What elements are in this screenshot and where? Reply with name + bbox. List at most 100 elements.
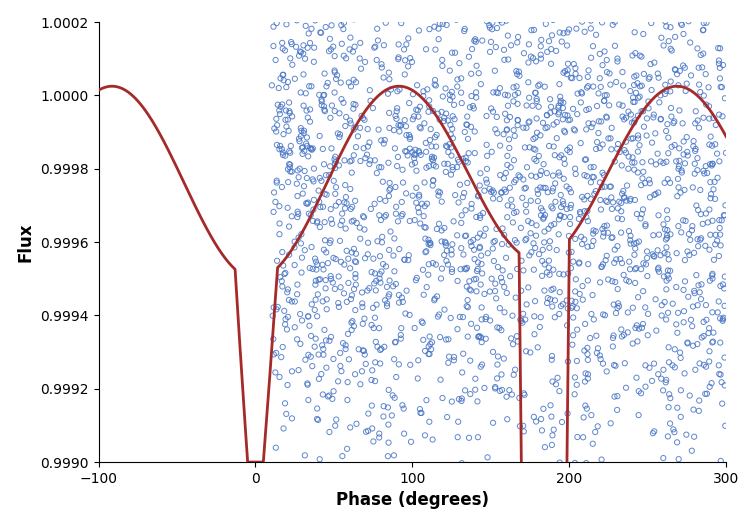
Point <box>448 356 460 365</box>
Point <box>296 127 308 135</box>
Point <box>454 265 466 274</box>
Point <box>717 315 729 323</box>
Point <box>436 62 448 70</box>
Point <box>342 255 355 263</box>
Point <box>305 332 317 340</box>
Point <box>696 0 708 8</box>
Point <box>321 82 333 90</box>
Point <box>536 271 548 280</box>
Point <box>704 0 716 8</box>
Point <box>712 44 724 52</box>
Point <box>338 52 350 60</box>
Point <box>500 289 513 297</box>
Point <box>389 0 401 8</box>
Point <box>293 52 305 60</box>
Point <box>555 0 567 8</box>
Point <box>352 345 364 353</box>
Point <box>331 71 343 79</box>
Point <box>671 403 683 412</box>
Point <box>551 0 563 8</box>
Point <box>291 335 303 343</box>
Point <box>520 0 532 8</box>
Point <box>274 145 286 154</box>
Point <box>300 106 312 115</box>
Point <box>357 114 369 123</box>
Point <box>677 62 689 70</box>
Point <box>501 11 513 19</box>
Point <box>333 133 345 141</box>
Point <box>572 433 584 441</box>
Point <box>430 143 442 151</box>
Point <box>471 0 483 8</box>
Point <box>504 113 516 121</box>
Point <box>440 335 452 343</box>
Point <box>603 134 615 143</box>
Point <box>559 160 571 168</box>
Point <box>668 428 680 437</box>
Point <box>708 0 720 8</box>
Point <box>555 191 567 199</box>
Point <box>621 196 633 205</box>
Point <box>503 386 516 394</box>
Point <box>341 4 353 13</box>
Point <box>365 321 377 329</box>
Point <box>407 0 419 8</box>
Point <box>665 104 677 112</box>
Point <box>649 295 662 304</box>
Point <box>487 348 499 356</box>
Point <box>329 164 341 173</box>
Point <box>484 316 496 325</box>
Point <box>373 163 385 171</box>
Point <box>314 275 326 284</box>
Point <box>714 157 726 166</box>
Point <box>535 167 547 175</box>
Point <box>293 210 305 218</box>
Point <box>680 430 692 439</box>
Point <box>510 294 522 302</box>
Point <box>616 189 628 198</box>
Point <box>383 179 395 187</box>
Point <box>432 0 445 8</box>
Point <box>437 92 449 100</box>
Point <box>281 288 293 297</box>
Point <box>544 270 556 279</box>
Point <box>345 119 357 128</box>
Point <box>497 174 510 183</box>
Point <box>299 0 311 8</box>
Point <box>345 205 357 213</box>
Point <box>314 174 326 182</box>
Point <box>714 74 726 83</box>
Point <box>627 339 639 348</box>
Point <box>611 476 623 484</box>
Point <box>324 337 336 345</box>
Point <box>365 376 377 384</box>
Point <box>297 41 309 49</box>
Point <box>338 289 350 298</box>
Point <box>323 0 335 8</box>
Point <box>628 118 640 127</box>
Point <box>547 0 559 8</box>
Point <box>632 112 644 120</box>
Point <box>654 0 666 8</box>
Point <box>271 19 283 27</box>
Point <box>383 109 395 117</box>
Point <box>627 11 639 19</box>
Point <box>411 0 423 8</box>
Point <box>636 82 648 90</box>
Point <box>507 218 519 227</box>
Point <box>423 103 435 111</box>
Point <box>417 87 429 96</box>
Point <box>484 185 496 193</box>
Point <box>565 12 577 21</box>
Point <box>336 217 349 225</box>
Point <box>474 242 486 251</box>
Point <box>526 102 538 110</box>
Point <box>689 147 702 155</box>
Point <box>334 221 346 229</box>
Point <box>692 206 704 214</box>
Point <box>539 211 551 219</box>
Point <box>638 0 650 8</box>
Point <box>334 130 346 138</box>
Point <box>359 154 371 163</box>
Point <box>277 76 290 85</box>
